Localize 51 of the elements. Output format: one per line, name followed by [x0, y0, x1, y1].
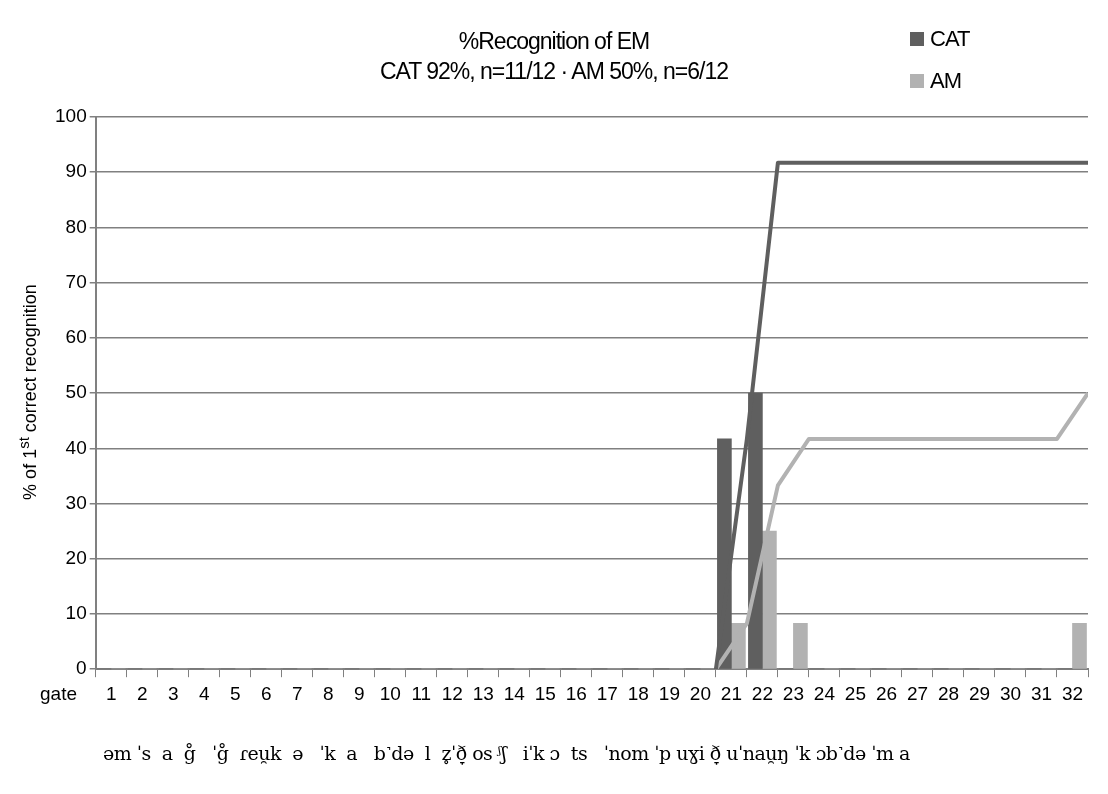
y-tick-label: 0	[76, 657, 87, 679]
y-tick-label: 50	[65, 381, 87, 403]
x-tick-label: 20	[689, 682, 711, 704]
x-tick-label: 27	[906, 682, 929, 704]
x-tick-label: 29	[968, 682, 991, 704]
x-tick-label: 6	[260, 682, 272, 704]
x-tick-label: 32	[1061, 682, 1084, 704]
x-tick-label: 19	[658, 682, 680, 704]
x-tick-label: 31	[1030, 682, 1053, 704]
x-tick-label: 2	[136, 682, 148, 704]
bar	[793, 623, 808, 669]
x-tick-label: 23	[782, 682, 804, 704]
x-tick-label: 24	[813, 682, 836, 704]
text: gate	[40, 683, 77, 705]
chart-title: %Recognition of EM	[458, 28, 650, 54]
x-tick-label: 8	[322, 682, 334, 704]
text: əm ˈs a g̊ ˈg̊ ɾeu̯k ə ˈk a b˺də l z̥ˈð̞ os ᶴʃ iˈk ɔ ts ˈnom ˈp uɣi ð̞ uˈnau̯ŋ ˈk ɔb˺də ˈm a	[103, 742, 910, 765]
x-tick-label: 1	[105, 682, 117, 704]
legend-label: CAT	[930, 26, 970, 52]
x-tick-label: 28	[937, 682, 960, 704]
bar	[1072, 623, 1087, 669]
x-tick-label: 9	[353, 682, 365, 704]
x-tick-label: 14	[503, 682, 526, 704]
x-tick-label: 4	[198, 682, 210, 704]
x-tick-label: 12	[441, 682, 463, 704]
y-tick-label: 80	[65, 215, 87, 237]
y-tick-label: 90	[65, 160, 87, 182]
y-tick-label: 30	[65, 491, 87, 513]
chart-subtitle: CAT 92%, n=11/12 · AM 50%, n=6/12	[379, 58, 729, 84]
y-tick-label: 70	[65, 270, 87, 292]
x-tick-label: 11	[411, 682, 432, 704]
legend-label: AM	[930, 68, 961, 94]
x-tick-label: 26	[875, 682, 898, 704]
x-tick-label: 15	[534, 682, 556, 704]
x-tick-label: 17	[596, 682, 618, 704]
x-tick-label: 3	[167, 682, 179, 704]
x-tick-label: 10	[379, 682, 401, 704]
y-tick-label: 100	[55, 105, 87, 127]
x-tick-label: 13	[472, 682, 494, 704]
x-tick-label: 5	[229, 682, 241, 704]
x-tick-label: 21	[720, 682, 742, 704]
y-tick-label: 60	[65, 326, 87, 348]
x-tick-label: 7	[291, 682, 303, 704]
y-tick-label: 10	[65, 602, 87, 624]
x-tick-label: 25	[844, 682, 866, 704]
y-tick-label: 20	[65, 546, 87, 568]
x-tick-label: 18	[627, 682, 649, 704]
x-tick-label: 22	[751, 682, 773, 704]
y-tick-label: 40	[65, 436, 87, 458]
x-tick-label: 30	[999, 682, 1022, 704]
x-tick-label: 16	[565, 682, 587, 704]
